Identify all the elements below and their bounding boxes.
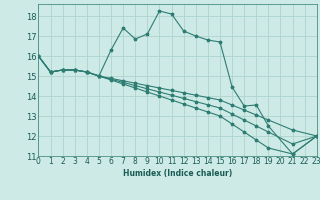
X-axis label: Humidex (Indice chaleur): Humidex (Indice chaleur) <box>123 169 232 178</box>
